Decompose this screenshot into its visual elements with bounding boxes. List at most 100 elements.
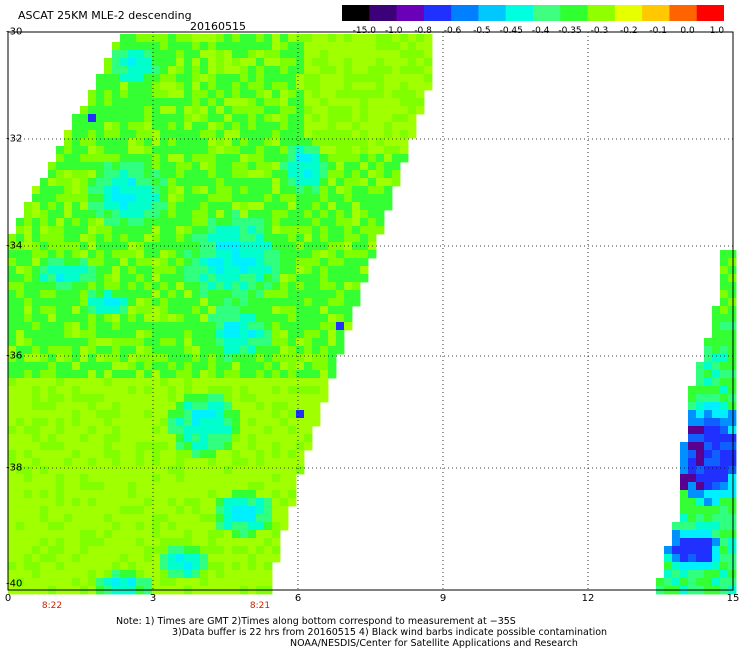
swath-cell (80, 178, 89, 187)
swath-cell (104, 450, 113, 459)
swath-cell (304, 354, 313, 363)
swath-cell (64, 482, 73, 491)
swath-cell (272, 162, 281, 171)
swath-cell (8, 370, 17, 379)
swath-cell (184, 90, 193, 99)
swath-cell (152, 298, 161, 307)
swath-cell (192, 338, 201, 347)
swath-cell (208, 314, 217, 323)
swath-cell (168, 330, 177, 339)
swath-cell (24, 314, 33, 323)
swath-cell (712, 482, 721, 491)
swath-cell (720, 378, 729, 387)
swath-cell (8, 314, 17, 323)
swath-cell (160, 202, 169, 211)
swath-cell (168, 554, 177, 563)
swath-cell (216, 58, 225, 67)
swath-cell (312, 138, 321, 147)
swath-cell (216, 274, 225, 283)
swath-cell (40, 578, 49, 587)
swath-cell (240, 570, 249, 579)
swath-cell (136, 90, 145, 99)
swath-cell (160, 474, 169, 483)
swath-cell (216, 378, 225, 387)
swath-cell (328, 250, 337, 259)
swath-cell (56, 370, 65, 379)
swath-cell (48, 314, 57, 323)
swath-cell (176, 506, 185, 515)
swath-cell (32, 394, 41, 403)
swath-cell (224, 98, 233, 107)
swath-cell (16, 450, 25, 459)
swath-cell (128, 538, 137, 547)
swath-cell (224, 506, 233, 515)
swath-cell (168, 218, 177, 227)
swath-cell (168, 42, 177, 51)
swath-cell (248, 306, 257, 315)
swath-cell (80, 234, 89, 243)
swath-cell (256, 354, 265, 363)
swath-cell (264, 90, 273, 99)
swath-cell (344, 250, 353, 259)
swath-cell (264, 298, 273, 307)
swath-cell (56, 410, 65, 419)
swath-cell (312, 82, 321, 91)
swath-cell (312, 210, 321, 219)
swath-cell (352, 50, 361, 59)
swath-cell (176, 82, 185, 91)
swath-cell (40, 178, 49, 187)
swath-cell (256, 50, 265, 59)
swath-cell (176, 274, 185, 283)
swath-cell (40, 290, 49, 299)
colorbar-swatch (342, 5, 370, 21)
swath-cell (256, 274, 265, 283)
swath-cell (184, 418, 193, 427)
swath-cell (128, 386, 137, 395)
swath-cell (24, 274, 33, 283)
swath-cell (192, 178, 201, 187)
swath-cell (80, 434, 89, 443)
swath-cell (184, 66, 193, 75)
swath-cell (256, 442, 265, 451)
swath-cell (312, 162, 321, 171)
swath-cell (136, 362, 145, 371)
swath-cell (56, 490, 65, 499)
time-label: 8:21 (249, 601, 271, 611)
swath-cell (264, 154, 273, 163)
swath-cell (216, 154, 225, 163)
swath-cell (376, 162, 385, 171)
swath-cell (200, 410, 209, 419)
swath-cell (208, 466, 217, 475)
swath-cell (672, 530, 681, 539)
swath-cell (104, 418, 113, 427)
swath-cell (40, 330, 49, 339)
swath-cell (216, 202, 225, 211)
swath-cell (240, 162, 249, 171)
swath-cell (216, 442, 225, 451)
swath-cell (200, 450, 209, 459)
swath-cell (280, 306, 289, 315)
swath-cell (112, 194, 121, 203)
swath-cell (240, 338, 249, 347)
swath-cell (296, 346, 305, 355)
swath-cell (104, 274, 113, 283)
swath-cell (56, 210, 65, 219)
swath-cell (8, 570, 17, 579)
swath-cell (320, 370, 329, 379)
swath-cell (104, 522, 113, 531)
swath-cell (120, 298, 129, 307)
swath-cell (240, 474, 249, 483)
swath-cell (152, 498, 161, 507)
swath-cell (384, 66, 393, 75)
swath-cell (80, 442, 89, 451)
swath-cell (104, 546, 113, 555)
swath-cell (192, 538, 201, 547)
swath-cell (400, 122, 409, 131)
swath-cell (64, 562, 73, 571)
swath-cell (424, 66, 433, 75)
swath-cell (248, 226, 257, 235)
swath-cell (112, 74, 121, 83)
swath-cell (264, 258, 273, 267)
swath-cell (256, 562, 265, 571)
swath-cell (112, 50, 121, 59)
